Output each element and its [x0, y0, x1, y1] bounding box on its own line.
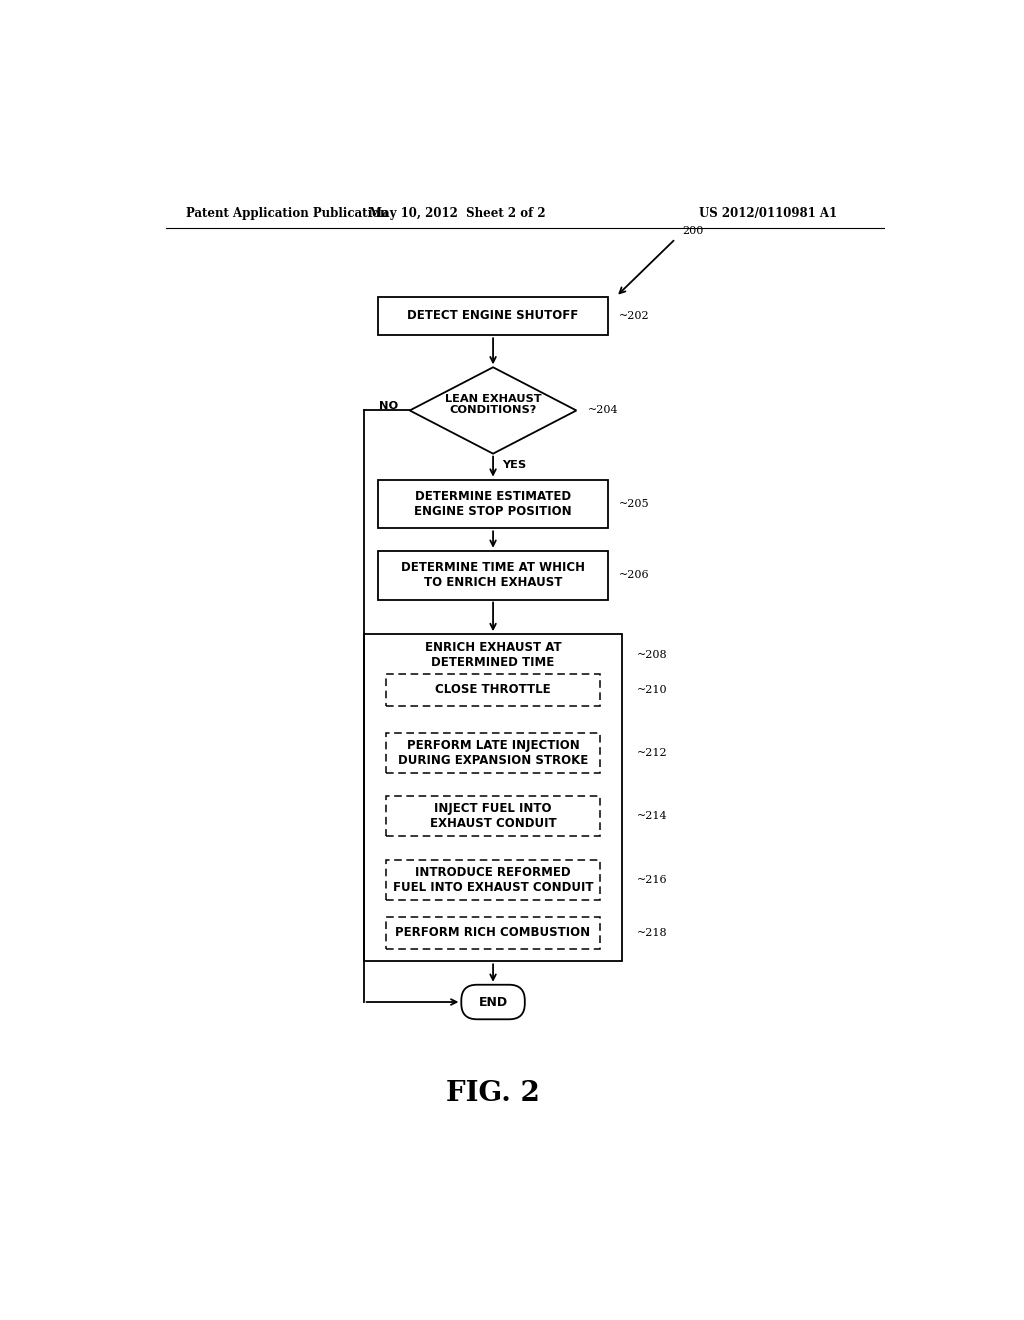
Text: CLOSE THROTTLE: CLOSE THROTTLE — [435, 684, 551, 697]
Text: ~216: ~216 — [637, 875, 668, 884]
Text: LEAN EXHAUST
CONDITIONS?: LEAN EXHAUST CONDITIONS? — [444, 393, 542, 416]
Text: May 10, 2012  Sheet 2 of 2: May 10, 2012 Sheet 2 of 2 — [369, 207, 546, 220]
Text: DETERMINE TIME AT WHICH
TO ENRICH EXHAUST: DETERMINE TIME AT WHICH TO ENRICH EXHAUS… — [401, 561, 585, 589]
Text: ~202: ~202 — [620, 312, 650, 321]
Text: YES: YES — [503, 459, 526, 470]
Text: END: END — [478, 995, 508, 1008]
Bar — [386, 733, 600, 774]
Text: ~204: ~204 — [588, 405, 618, 416]
Text: DETERMINE ESTIMATED
ENGINE STOP POSITION: DETERMINE ESTIMATED ENGINE STOP POSITION — [415, 490, 571, 517]
Text: ~214: ~214 — [637, 810, 668, 821]
Bar — [378, 297, 608, 335]
Text: FIG. 2: FIG. 2 — [446, 1080, 540, 1107]
Bar — [378, 479, 608, 528]
Bar — [364, 634, 623, 961]
Bar — [386, 796, 600, 837]
Bar — [386, 673, 600, 706]
Text: ~218: ~218 — [637, 928, 668, 939]
Text: PERFORM LATE INJECTION
DURING EXPANSION STROKE: PERFORM LATE INJECTION DURING EXPANSION … — [398, 739, 588, 767]
Text: Patent Application Publication: Patent Application Publication — [186, 207, 388, 220]
Text: ~206: ~206 — [620, 570, 650, 579]
Text: ~212: ~212 — [637, 748, 668, 758]
Text: INJECT FUEL INTO
EXHAUST CONDUIT: INJECT FUEL INTO EXHAUST CONDUIT — [430, 803, 556, 830]
Bar — [378, 550, 608, 599]
Bar — [386, 859, 600, 900]
Text: DETECT ENGINE SHUTOFF: DETECT ENGINE SHUTOFF — [408, 309, 579, 322]
Text: NO: NO — [379, 401, 398, 411]
Text: PERFORM RICH COMBUSTION: PERFORM RICH COMBUSTION — [395, 927, 591, 940]
Text: ~210: ~210 — [637, 685, 668, 694]
Text: INTRODUCE REFORMED
FUEL INTO EXHAUST CONDUIT: INTRODUCE REFORMED FUEL INTO EXHAUST CON… — [393, 866, 593, 894]
Text: US 2012/0110981 A1: US 2012/0110981 A1 — [699, 207, 838, 220]
Text: ~208: ~208 — [637, 649, 668, 660]
Bar — [386, 916, 600, 949]
Text: ENRICH EXHAUST AT
DETERMINED TIME: ENRICH EXHAUST AT DETERMINED TIME — [425, 642, 561, 669]
Text: 200: 200 — [682, 226, 703, 235]
Text: ~205: ~205 — [620, 499, 650, 510]
